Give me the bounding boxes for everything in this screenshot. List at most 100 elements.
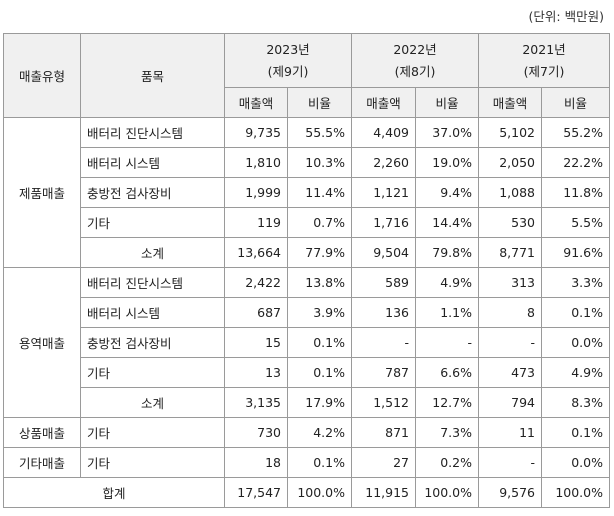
ratio-value: 0.0% — [541, 327, 610, 358]
ratio-value: 1.1% — [415, 297, 479, 328]
sales-value: 313 — [478, 267, 542, 298]
sales-value: 473 — [478, 357, 542, 388]
table-row: 용역매출 배터리 진단시스템 2,422 13.8% 589 4.9% 313 3.3% — [3, 267, 610, 418]
ratio-value: 22.2% — [541, 147, 610, 178]
item-cell: 기타 — [80, 417, 225, 448]
header-sales: 매출액 — [351, 87, 416, 118]
item-cell: 배터리 시스템 — [80, 147, 225, 178]
period-label: (제7기) — [523, 63, 565, 79]
sales-value: 15 — [224, 327, 288, 358]
header-year-2022: 2022년 (제8기) — [351, 33, 479, 88]
ratio-value: 5.5% — [541, 207, 610, 238]
ratio-value: 4.9% — [415, 267, 479, 298]
ratio-value: 17.9% — [287, 387, 352, 418]
item-cell: 배터리 시스템 — [80, 297, 225, 328]
total-sales-value: 17,547 — [224, 477, 288, 508]
ratio-value: 4.9% — [541, 357, 610, 388]
sales-value: 794 — [478, 387, 542, 418]
ratio-value: 37.0% — [415, 117, 479, 148]
ratio-value: 3.3% — [541, 267, 610, 298]
period-label: (제8기) — [394, 63, 436, 79]
ratio-value: 13.8% — [287, 267, 352, 298]
header-year-2023: 2023년 (제9기) — [224, 33, 352, 88]
table-row: 배터리 시스템 1,810 10.3% 2,260 19.0% 2,050 22.2% — [4, 147, 610, 178]
ratio-value: 0.1% — [287, 447, 352, 478]
header-item: 품목 — [80, 33, 225, 118]
sales-value: 13,664 — [224, 237, 288, 268]
header-sales: 매출액 — [224, 87, 288, 118]
sales-type-cell: 기타매출 — [3, 447, 81, 478]
year-label: 2022년 — [393, 41, 437, 57]
sales-value: 3,135 — [224, 387, 288, 418]
sales-value: 687 — [224, 297, 288, 328]
sales-table: 매출유형 품목 2023년 (제9기) 2022년 (제8기) 2021년 (제… — [3, 33, 610, 508]
ratio-value: 12.7% — [415, 387, 479, 418]
ratio-value: 8.3% — [541, 387, 610, 418]
ratio-value: 7.3% — [415, 417, 479, 448]
sales-value: - — [351, 327, 416, 358]
ratio-value: 9.4% — [415, 177, 479, 208]
item-cell: 배터리 진단시스템 — [80, 117, 225, 148]
sales-value: 1,121 — [351, 177, 416, 208]
subtotal-label: 소계 — [80, 237, 225, 268]
ratio-value: 55.2% — [541, 117, 610, 148]
table-row: 기타매출 기타 18 0.1% 27 0.2% -0.0% — [3, 447, 610, 478]
sales-value: - — [478, 447, 542, 478]
sales-type-cell: 용역매출 — [3, 267, 81, 418]
sales-value: 1,716 — [351, 207, 416, 238]
sales-value: 2,260 — [351, 147, 416, 178]
header-row-metrics: 매출액 비율 매출액 비율 매출액 비율 — [4, 87, 610, 118]
sales-type-cell: 상품매출 — [3, 417, 81, 448]
ratio-value: 77.9% — [287, 237, 352, 268]
table-row: 충방전 검사장비 1,999 11.4% 1,121 9.4% 1,088 11.8% — [4, 177, 610, 208]
total-row: 합계 17,547 100.0% 11,915 100.0% 9,576 100.0% — [3, 477, 610, 508]
sales-value: 871 — [351, 417, 416, 448]
ratio-value: 0.1% — [541, 417, 610, 448]
ratio-value: 55.5% — [287, 117, 352, 148]
ratio-value: 3.9% — [287, 297, 352, 328]
item-cell: 배터리 진단시스템 — [80, 267, 225, 298]
sales-value: 530 — [478, 207, 542, 238]
ratio-value: 14.4% — [415, 207, 479, 238]
header-ratio: 비율 — [415, 87, 479, 118]
sales-value: - — [478, 327, 542, 358]
table-row: 배터리 시스템 687 3.9% 136 1.1% 8 0.1% — [4, 297, 610, 328]
ratio-value: - — [415, 327, 479, 358]
ratio-value: 11.4% — [287, 177, 352, 208]
table-row: 소계 13,664 77.9% 9,504 79.8% 8,771 91.6% — [4, 237, 610, 268]
total-label: 합계 — [3, 477, 225, 508]
ratio-value: 79.8% — [415, 237, 479, 268]
subtotal-label: 소계 — [80, 387, 225, 418]
sales-value: 13 — [224, 357, 288, 388]
sales-value: 1,999 — [224, 177, 288, 208]
sales-value: 136 — [351, 297, 416, 328]
ratio-value: 91.6% — [541, 237, 610, 268]
ratio-value: 4.2% — [287, 417, 352, 448]
unit-label: (단위: 백만원) — [528, 9, 604, 24]
year-label: 2021년 — [522, 41, 566, 57]
period-label: (제9기) — [267, 63, 309, 79]
sales-value: 589 — [351, 267, 416, 298]
total-ratio-value: 100.0% — [541, 477, 610, 508]
header-sales: 매출액 — [478, 87, 542, 118]
sales-value: 787 — [351, 357, 416, 388]
ratio-value: 0.7% — [287, 207, 352, 238]
table-row: 기타 13 0.1% 787 6.6% 473 4.9% — [4, 357, 610, 388]
sales-value: 8 — [478, 297, 542, 328]
sales-value: 9,735 — [224, 117, 288, 148]
header-type: 매출유형 — [3, 33, 81, 118]
sales-value: 1,088 — [478, 177, 542, 208]
sales-value: 1,512 — [351, 387, 416, 418]
sales-value: 119 — [224, 207, 288, 238]
sales-value: 2,422 — [224, 267, 288, 298]
ratio-value: 10.3% — [287, 147, 352, 178]
sales-value: 2,050 — [478, 147, 542, 178]
table-row: 소계 3,135 17.9% 1,512 12.7% 794 8.3% — [4, 387, 610, 418]
sales-value: 18 — [224, 447, 288, 478]
table-row: 충방전 검사장비 15 0.1% - - -0.0% — [4, 327, 610, 358]
item-cell: 충방전 검사장비 — [80, 177, 225, 208]
sales-value: 11 — [478, 417, 542, 448]
table-row: 제품매출 배터리 진단시스템 9,735 55.5% 4,409 37.0% 5,102 55… — [3, 117, 610, 268]
item-cell: 충방전 검사장비 — [80, 327, 225, 358]
sales-value: 8,771 — [478, 237, 542, 268]
